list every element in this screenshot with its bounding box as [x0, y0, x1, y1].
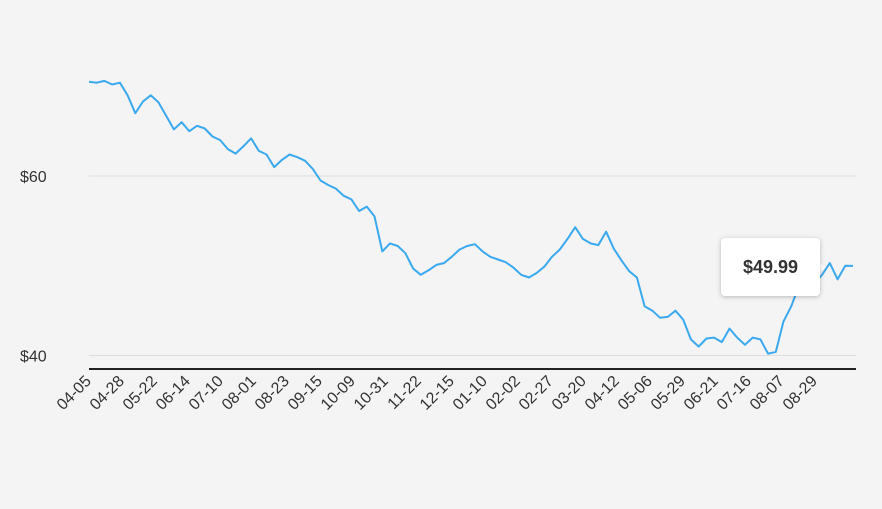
x-tick-label: 07-10: [186, 373, 227, 414]
x-axis-ticks: 04-0504-2805-2206-1407-1008-0108-2309-15…: [54, 373, 821, 414]
x-tick-label: 08-07: [747, 373, 788, 414]
x-tick-label: 11-22: [385, 373, 425, 413]
x-tick-label: 09-15: [285, 373, 326, 414]
x-tick-label: 10-09: [318, 373, 359, 414]
x-tick-label: 08-23: [252, 373, 293, 414]
price-series-line[interactable]: [88, 79, 854, 355]
x-tick-label: 01-10: [450, 373, 491, 414]
x-tick-label: 04-05: [54, 373, 95, 414]
x-tick-label: 05-22: [120, 373, 161, 414]
x-tick-label: 03-20: [549, 373, 590, 414]
x-tick-label: 12-15: [417, 373, 458, 414]
x-tick-label: 06-21: [681, 373, 722, 414]
y-tick-label: $40: [20, 349, 47, 366]
grid-lines: [89, 175, 856, 357]
x-tick-label: 10-31: [351, 373, 392, 414]
x-tick-label: 04-28: [87, 373, 128, 414]
x-tick-label: 04-12: [582, 373, 623, 414]
x-tick-label: 08-29: [780, 373, 821, 414]
y-axis-ticks: $40 $60: [20, 169, 47, 366]
x-tick-label: 02-27: [516, 373, 557, 414]
x-tick-label: 02-02: [483, 373, 524, 414]
x-tick-label: 05-29: [648, 373, 689, 414]
x-tick-label: 07-16: [714, 373, 755, 414]
price-tooltip: $49.99: [721, 238, 820, 296]
x-tick-label: 08-01: [219, 373, 260, 414]
tooltip-arrow: [816, 259, 825, 275]
y-tick-label: $60: [20, 169, 47, 186]
x-tick-label: 05-06: [615, 373, 656, 414]
x-tick-label: 06-14: [153, 373, 194, 414]
